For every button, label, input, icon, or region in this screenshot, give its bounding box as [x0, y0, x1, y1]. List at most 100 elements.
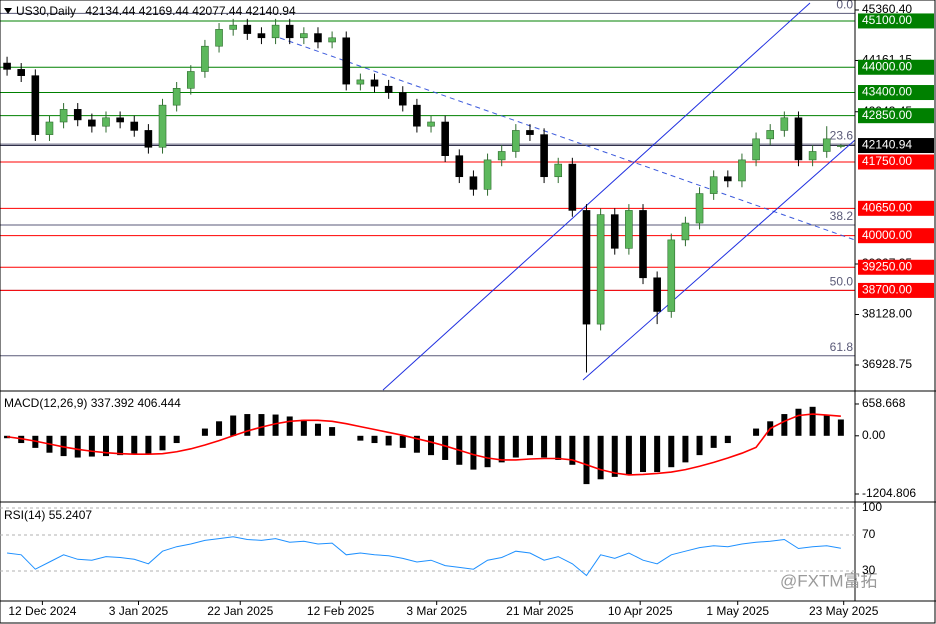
macd-bar: [498, 435, 505, 463]
macd-bar: [795, 408, 802, 436]
macd-bar: [837, 419, 844, 436]
macd-bar: [625, 435, 632, 475]
macd-bar: [696, 435, 703, 456]
macd-bar: [74, 435, 81, 458]
candle-body: [17, 69, 25, 76]
candle-body: [73, 109, 82, 121]
candle-body: [497, 151, 506, 161]
symbol: US30,Daily: [16, 4, 76, 18]
current-price-label: 42140.94: [862, 138, 912, 152]
level-box: [858, 108, 934, 124]
candle-body: [116, 117, 124, 123]
macd-bar: [526, 435, 533, 456]
candle-body: [709, 176, 718, 194]
level-box: [858, 13, 934, 29]
level-box: [858, 59, 934, 75]
candle-body: [201, 45, 209, 72]
candle-body: [653, 277, 661, 312]
macd-bar: [583, 435, 590, 485]
macd-bar: [88, 435, 95, 457]
candle-body: [568, 163, 577, 211]
high-value: 42169.44: [139, 4, 189, 18]
macd-bar: [230, 415, 237, 436]
macd-bar: [428, 435, 435, 456]
macd-bar: [102, 435, 109, 457]
macd-bar: [442, 435, 449, 460]
macd-bar: [371, 435, 378, 444]
level-box: [858, 85, 934, 101]
candle-body: [342, 37, 351, 85]
macd-bar: [555, 435, 562, 460]
level-label: 43400.00: [862, 85, 912, 99]
level-label: 44000.00: [862, 59, 912, 73]
candle-body: [215, 29, 223, 47]
macd-bar: [654, 435, 661, 473]
y-tick-label: 45360.40: [862, 2, 912, 16]
macd-bar: [724, 435, 731, 444]
macd-tick-label: 658.668: [862, 396, 906, 410]
candle-body: [766, 130, 775, 140]
candle-body: [554, 163, 563, 178]
low-value: 42077.44: [192, 4, 242, 18]
macd-bar: [682, 435, 689, 463]
macd-bar: [131, 435, 138, 455]
candle-body: [582, 210, 591, 325]
candle-body: [271, 24, 280, 39]
candle-body: [229, 24, 237, 30]
level-box: [858, 259, 934, 275]
candle-body: [441, 121, 449, 156]
macd-tick-label: -1204.806: [862, 486, 916, 500]
candle-body: [158, 104, 167, 148]
candle-body: [413, 104, 421, 127]
candle-body: [526, 130, 534, 135]
close-value: 42140.94: [246, 4, 296, 18]
rsi-tick-label: 30: [862, 563, 876, 577]
candle-body: [300, 33, 308, 39]
rsi-value: 55.2407: [49, 508, 93, 522]
macd-signal-line: [6, 413, 841, 476]
candle-body: [314, 33, 322, 43]
candle-body: [427, 121, 435, 127]
macd-bar: [640, 435, 647, 473]
candle-body: [512, 130, 520, 152]
candle-body: [144, 130, 153, 148]
macd-bar: [413, 435, 420, 453]
trend-line: [279, 37, 856, 241]
x-tick-label: 12 Feb 2025: [307, 604, 375, 618]
channel-line: [582, 139, 856, 381]
level-label: 38700.00: [862, 283, 912, 297]
rsi-tick-label: 100: [862, 500, 882, 514]
candle-body: [59, 109, 68, 123]
candle-body: [328, 37, 336, 43]
macd-bar: [753, 428, 760, 436]
candle-body: [724, 176, 732, 182]
y-tick-label: 36928.75: [862, 357, 912, 371]
level-box: [858, 282, 934, 298]
x-tick-label: 3 Jan 2025: [109, 604, 169, 618]
candle-body: [469, 176, 478, 190]
candle-body: [794, 117, 803, 161]
macd-bar: [201, 428, 208, 436]
candle-body: [102, 117, 110, 127]
macd-label: MACD(12,26,9): [4, 396, 87, 410]
macd-bar: [541, 435, 548, 458]
x-tick-label: 3 Mar 2025: [406, 604, 467, 618]
level-label: 45100.00: [862, 13, 912, 27]
candle-body: [610, 214, 619, 249]
rsi-header: RSI(14) 55.2407: [4, 508, 92, 522]
candle-body: [257, 33, 266, 39]
fib-label: 50.0: [830, 275, 854, 289]
macd-bar: [823, 415, 830, 436]
fib-label: 61.8: [830, 340, 854, 354]
macd-bar: [512, 435, 519, 458]
macd-bar: [399, 435, 406, 448]
candle-body: [3, 62, 11, 70]
candle-body: [695, 193, 704, 224]
macd-bar: [314, 423, 321, 436]
price-panel: 0.0 23.6 38.2 50.0 61.8: [0, 0, 855, 357]
x-tick-label: 21 Mar 2025: [506, 604, 574, 618]
macd-bar: [117, 435, 124, 456]
candle-body: [483, 159, 492, 190]
rsi-label: RSI(14): [4, 508, 45, 522]
